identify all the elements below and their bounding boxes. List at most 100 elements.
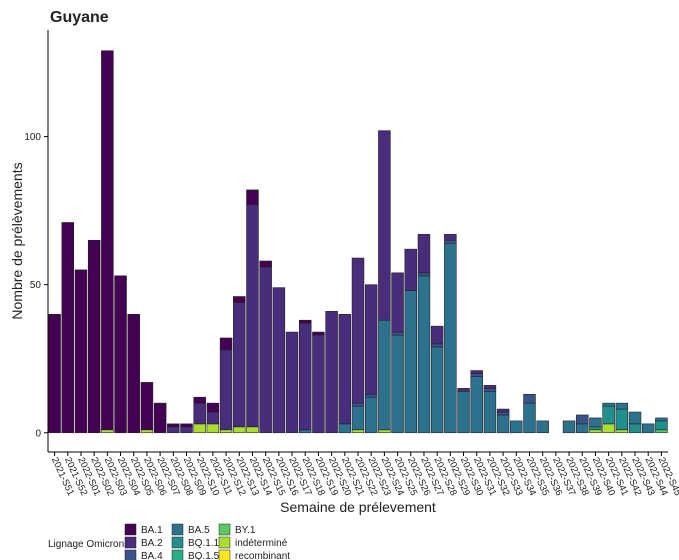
bar-segment: [523, 402, 536, 434]
bar-segment: [615, 429, 629, 434]
bar-segment: [444, 242, 457, 434]
bar-segment: [338, 423, 352, 434]
bar-segment: [589, 429, 602, 434]
bar-segment: [87, 239, 101, 434]
bar-segment: [430, 346, 444, 434]
bar-segment: [615, 402, 629, 410]
legend-label: BA.1: [141, 525, 163, 536]
bar-segment: [523, 393, 536, 404]
bar-segment: [457, 388, 470, 392]
chart-title: Guyane: [50, 9, 109, 26]
bar-segment: [233, 426, 246, 434]
bar-segment: [298, 322, 312, 431]
bar-segment: [391, 272, 404, 333]
bar-segment: [483, 388, 497, 392]
bar-segment: [193, 423, 206, 434]
bar-segment: [378, 319, 391, 431]
bar-segment: [285, 331, 299, 434]
bar-segment: [470, 373, 483, 377]
y-axis-title: Nombre de prélèvements: [9, 162, 25, 319]
legend-swatch: [218, 523, 231, 536]
bar-segment: [417, 272, 431, 277]
x-axis-title: Semaine de prélevement: [280, 499, 436, 515]
bar-segment: [153, 402, 167, 434]
bar-segment: [193, 402, 206, 425]
bar-segment: [602, 423, 615, 434]
bar-segment: [74, 269, 88, 434]
legend-swatch: [171, 536, 184, 549]
bar-segment: [180, 423, 193, 428]
bar-segment: [233, 302, 246, 428]
legend-swatch: [124, 536, 137, 549]
bar-segment: [615, 408, 629, 431]
bar-segment: [496, 408, 510, 413]
bar-segment: [404, 248, 418, 291]
legend-swatch: [218, 536, 231, 549]
bar-segment: [483, 385, 497, 389]
legend-label: indéterminé: [235, 538, 288, 549]
legend-swatch: [124, 523, 137, 536]
bar-segment: [233, 296, 246, 303]
bar-segment: [496, 414, 510, 434]
bar-segment: [444, 234, 457, 241]
bar-segment: [641, 423, 655, 434]
legend-label: BA.2: [141, 538, 163, 549]
bar-segment: [417, 275, 431, 434]
y-tick-label: 50: [30, 280, 42, 291]
bar-segment: [140, 382, 154, 431]
bar-segment: [510, 420, 523, 434]
legend-label: recombinant: [235, 551, 290, 560]
bar-segment: [628, 423, 642, 434]
bar-segment: [259, 260, 272, 268]
legend-swatch: [218, 549, 231, 560]
bar-segment: [483, 390, 497, 434]
bar-segment: [378, 429, 391, 434]
bar-segment: [576, 423, 589, 434]
bar-segment: [576, 414, 589, 425]
bar-segment: [219, 337, 233, 351]
bar-segment: [444, 239, 457, 244]
bar-segment: [470, 370, 483, 374]
bar-segment: [589, 426, 602, 431]
bar-segment: [219, 349, 233, 431]
bar-segment: [655, 429, 668, 434]
bar-segment: [589, 417, 602, 428]
bar-segment: [298, 429, 312, 434]
bar-segment: [193, 396, 206, 404]
bar-segment: [167, 426, 180, 434]
bar-segment: [259, 266, 272, 434]
bar-segment: [628, 411, 642, 425]
legend-label: BQ.1.1: [188, 538, 220, 549]
bar-segment: [364, 393, 378, 398]
bar-segment: [312, 334, 325, 434]
bar-segment: [246, 189, 259, 206]
bar-segment: [351, 429, 365, 434]
bar-segment: [417, 234, 431, 274]
bar-segment: [325, 311, 338, 434]
bar-segment: [140, 429, 154, 434]
bar-segment: [101, 50, 114, 431]
legend-swatch: [124, 549, 137, 560]
bar-segment: [206, 411, 220, 425]
bar-segment: [430, 343, 444, 348]
y-tick-label: 100: [24, 132, 41, 143]
bar-segment: [167, 423, 180, 428]
bar-segment: [430, 325, 444, 345]
bar-segment: [391, 334, 404, 434]
bar-segment: [378, 130, 391, 321]
bar-segment: [602, 405, 615, 425]
bar-segment: [470, 376, 483, 434]
bar-segment: [114, 275, 127, 434]
legend-swatch: [171, 549, 184, 560]
bar-segment: [219, 429, 233, 434]
bar-segment: [48, 313, 61, 434]
bar-segment: [101, 429, 114, 434]
y-tick-label: 0: [35, 428, 41, 439]
bar-segment: [404, 290, 418, 434]
bar-segment: [246, 426, 259, 434]
bar-segment: [351, 405, 365, 431]
bar-segment: [364, 396, 378, 434]
legend-swatch: [171, 523, 184, 536]
